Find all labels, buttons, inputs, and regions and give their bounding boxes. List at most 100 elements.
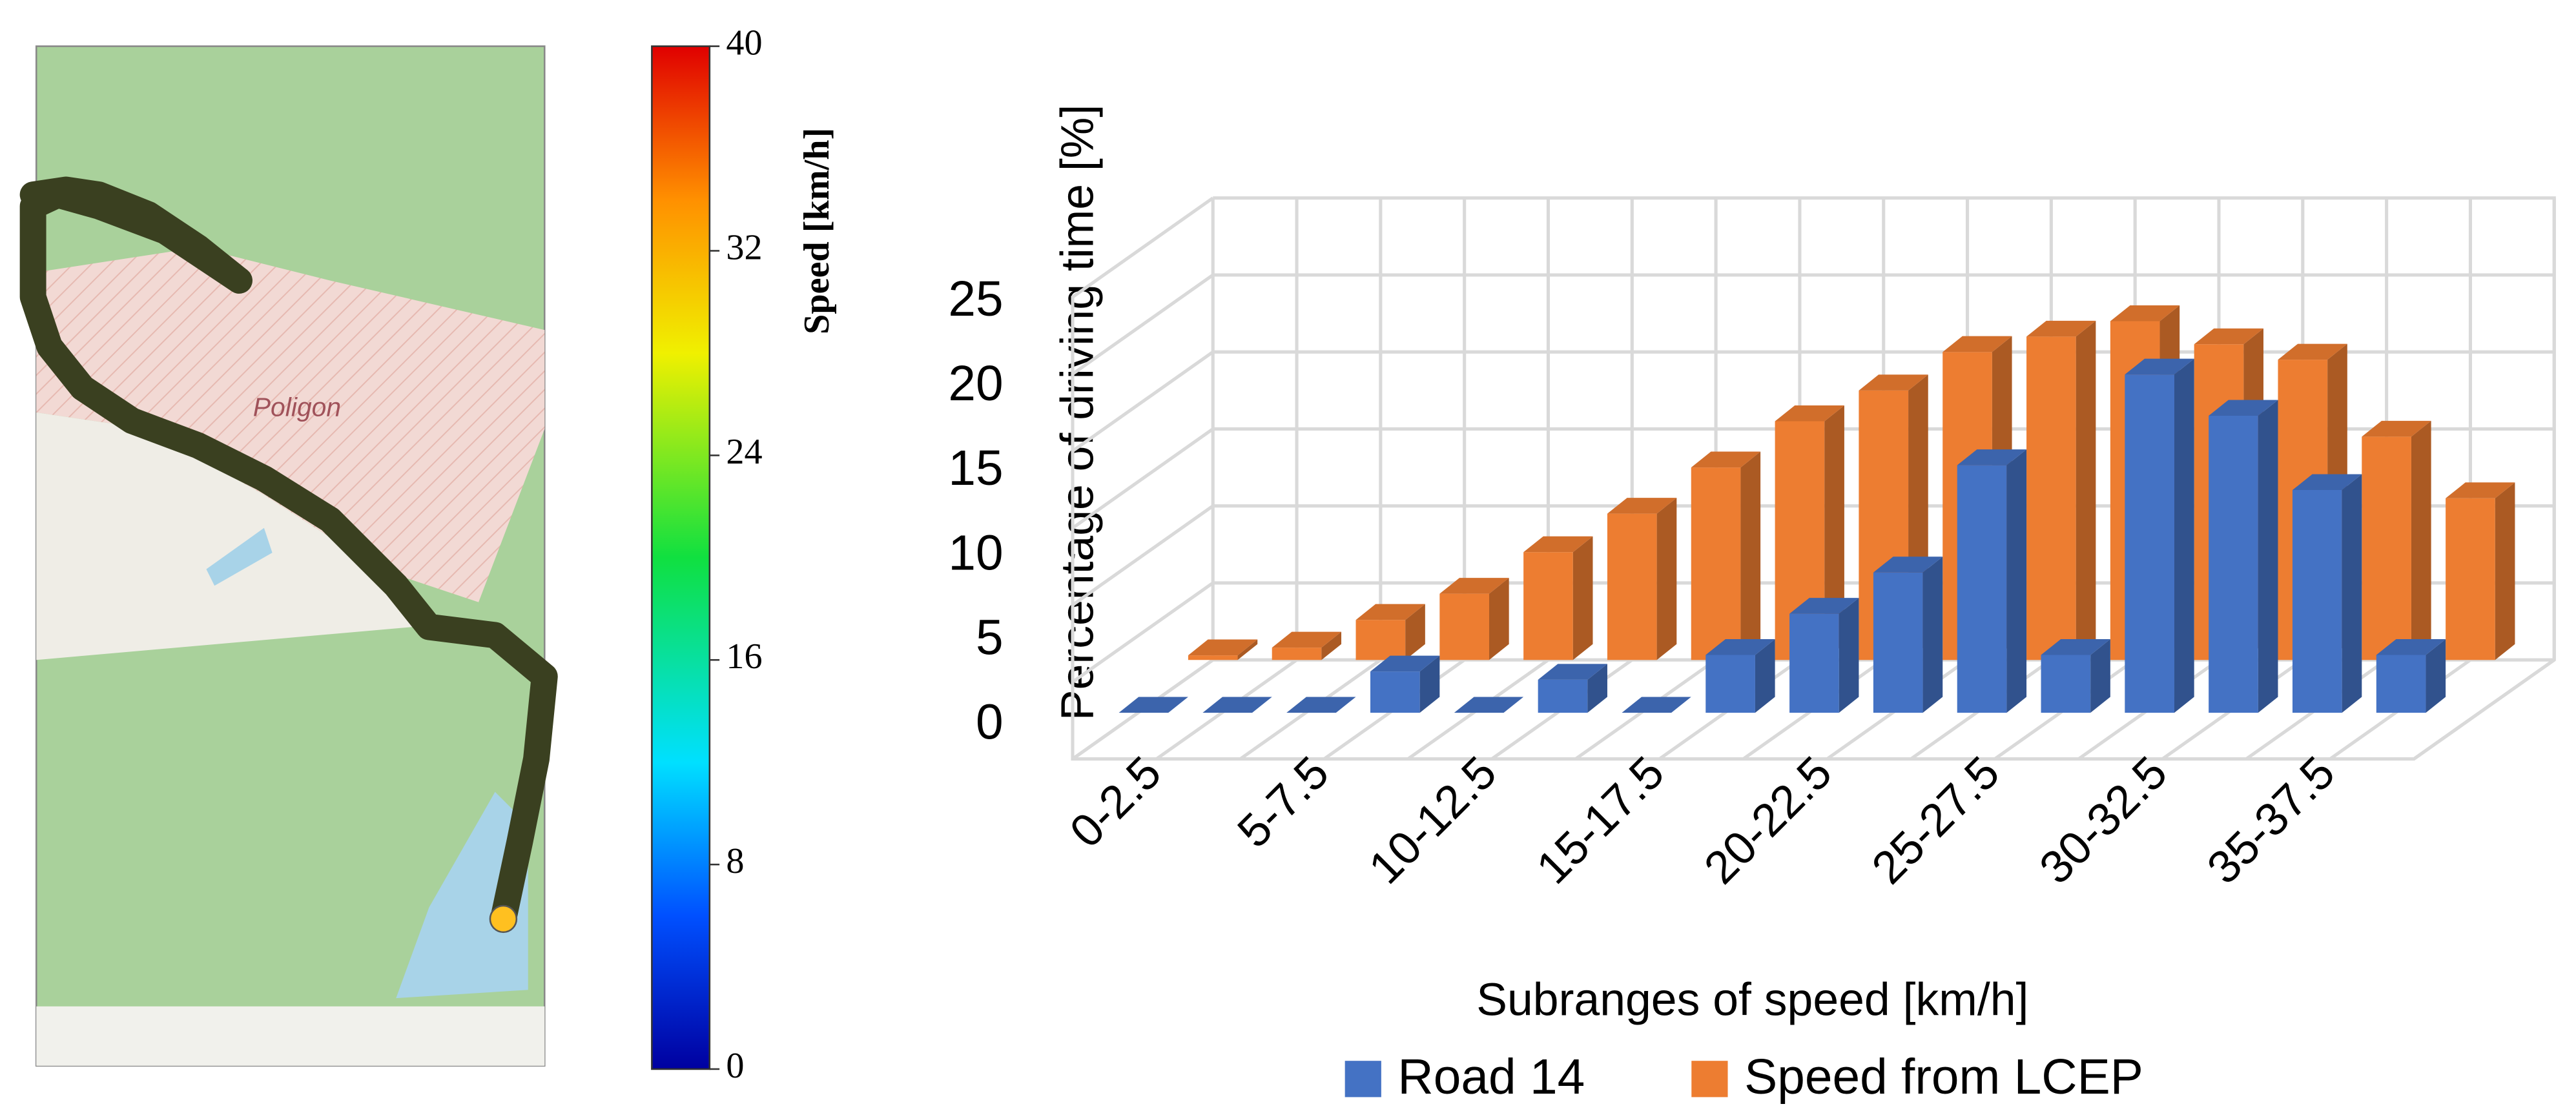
water bbox=[396, 791, 528, 999]
x-tick-label: 30-32.5 bbox=[2030, 746, 2177, 893]
bar-side bbox=[1237, 639, 1258, 660]
y-tick-label: 25 bbox=[948, 272, 1003, 327]
map-label: Poligon bbox=[253, 393, 341, 422]
bar bbox=[1355, 620, 1406, 660]
bar-side bbox=[2076, 320, 2096, 660]
bar bbox=[1439, 593, 1490, 660]
bar bbox=[2125, 374, 2175, 713]
bar-side bbox=[1922, 556, 1943, 713]
y-tick-label: 20 bbox=[948, 356, 1003, 411]
bar-side bbox=[2006, 449, 2027, 713]
bar bbox=[1789, 613, 1839, 713]
legend-swatch bbox=[1691, 1061, 1728, 1098]
x-tick-label: 5-7.5 bbox=[1228, 746, 1339, 857]
grid-line bbox=[1071, 427, 2555, 529]
bar bbox=[2376, 655, 2426, 713]
bar-top bbox=[1691, 451, 1761, 468]
bar-top bbox=[1789, 598, 1859, 614]
bar-top bbox=[2362, 420, 2431, 437]
colorbar-tick-label: 16 bbox=[726, 637, 762, 677]
bar bbox=[1538, 679, 1588, 713]
bar-top bbox=[1523, 536, 1593, 553]
x-tick-label: 35-37.5 bbox=[2198, 746, 2345, 893]
bar-top bbox=[2292, 474, 2362, 491]
bar-top bbox=[2446, 482, 2515, 498]
wall-line bbox=[1239, 198, 1383, 761]
bar-top bbox=[1272, 631, 1342, 648]
map: Poligon bbox=[19, 45, 558, 1067]
bar bbox=[1272, 648, 1322, 660]
bar-side bbox=[1587, 664, 1607, 713]
bar-side bbox=[2174, 358, 2194, 713]
bar bbox=[1691, 467, 1741, 660]
bar bbox=[1705, 655, 1755, 713]
bar-top bbox=[1607, 498, 1677, 514]
restricted-area bbox=[36, 247, 545, 602]
bar-top bbox=[2125, 358, 2194, 375]
x-tick-label: 20-22.5 bbox=[1695, 746, 1842, 893]
bar-side bbox=[2090, 639, 2110, 713]
x-axis-title: Subranges of speed [km/h] bbox=[1476, 974, 2028, 1026]
bar bbox=[1607, 513, 1657, 660]
bar-side bbox=[1419, 655, 1440, 713]
y-tick-label: 0 bbox=[976, 695, 1004, 750]
bar-top bbox=[1957, 449, 2027, 465]
bar bbox=[1370, 671, 1420, 713]
bar bbox=[2209, 416, 2258, 713]
bar-side bbox=[2495, 482, 2515, 660]
bar-top bbox=[1202, 697, 1272, 713]
bar-top bbox=[1118, 697, 1188, 713]
bar-side bbox=[1405, 604, 1425, 660]
grid-line bbox=[1071, 581, 2555, 684]
bar bbox=[2041, 655, 2091, 713]
bar-side bbox=[1839, 598, 1859, 713]
bar-side bbox=[1489, 578, 1509, 660]
bar-top bbox=[1873, 556, 1943, 573]
map-land bbox=[36, 412, 413, 660]
y-tick-label: 5 bbox=[976, 611, 1004, 666]
bar bbox=[1873, 572, 1923, 713]
bar-top bbox=[1942, 336, 2012, 352]
bar-side bbox=[1572, 536, 1593, 660]
bar-top bbox=[2278, 343, 2347, 360]
bar-top bbox=[2041, 639, 2110, 655]
x-tick-label: 0-2.5 bbox=[1060, 746, 1171, 857]
bar-top bbox=[2376, 639, 2446, 655]
bar-side bbox=[1755, 639, 1775, 713]
bar-side bbox=[2258, 400, 2278, 713]
track-end bbox=[489, 904, 518, 934]
bar-side bbox=[2411, 420, 2431, 660]
track bbox=[19, 176, 558, 932]
bar-top bbox=[1439, 578, 1509, 594]
bar-top bbox=[1188, 639, 1258, 656]
x-tick-label: 10-12.5 bbox=[1359, 746, 1507, 893]
legend-label: Speed from LCEP bbox=[1744, 1050, 2143, 1105]
bar-top bbox=[1286, 697, 1356, 713]
grid-line bbox=[1071, 273, 2555, 376]
y-axis-title: Percentage of driving time [%] bbox=[1052, 105, 1104, 720]
bar-top bbox=[1622, 697, 1691, 713]
map-land bbox=[36, 1006, 545, 1066]
bar-top bbox=[1355, 604, 1425, 620]
bar-top bbox=[1454, 697, 1524, 713]
wall-line bbox=[1155, 198, 1299, 761]
bar-top bbox=[2209, 400, 2278, 416]
bar bbox=[1957, 465, 2007, 713]
bar-side bbox=[1824, 405, 1844, 660]
legend-label: Road 14 bbox=[1397, 1050, 1585, 1105]
bar bbox=[2292, 490, 2342, 713]
bar-side bbox=[1321, 631, 1342, 660]
legend-swatch bbox=[1345, 1061, 1381, 1098]
bar bbox=[1523, 552, 1573, 660]
colorbar-tick-label: 24 bbox=[726, 432, 762, 472]
colorbar-title: Speed [km/h] bbox=[797, 128, 837, 334]
colorbar bbox=[651, 45, 711, 1070]
grid-line bbox=[1071, 350, 2555, 453]
water bbox=[206, 527, 273, 586]
colorbar-tick-label: 40 bbox=[726, 23, 762, 63]
bar bbox=[2362, 436, 2411, 660]
bar-top bbox=[1859, 374, 1928, 391]
bar-top bbox=[1705, 639, 1775, 655]
bar-side bbox=[1740, 451, 1761, 660]
colorbar-tick-label: 32 bbox=[726, 227, 762, 267]
